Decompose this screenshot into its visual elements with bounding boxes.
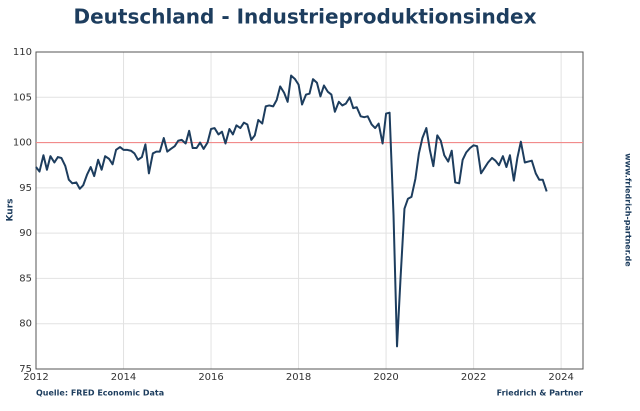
x-tick-label: 2016 [198, 372, 223, 383]
y-tick-label: 110 [13, 47, 32, 58]
source: Quelle: FRED Economic Data [36, 389, 164, 398]
x-tick-label: 2020 [373, 372, 398, 383]
y-tick-label: 80 [19, 319, 32, 330]
chart-title: Deutschland - Industrieproduktionsindex [73, 5, 536, 29]
y-tick-label: 75 [19, 364, 32, 375]
x-tick-label: 2012 [23, 372, 48, 383]
x-tick-label: 2018 [286, 372, 311, 383]
y-tick-label: 90 [19, 228, 32, 239]
x-tick-label: 2014 [111, 372, 136, 383]
x-tick-label: 2024 [548, 372, 573, 383]
y-tick-label: 100 [13, 138, 32, 149]
website: www.friedrich-partner.de [624, 153, 633, 267]
y-tick-label: 85 [19, 273, 32, 284]
x-tick-label: 2022 [461, 372, 486, 383]
data-line [35, 74, 548, 348]
author: Friedrich & Partner [497, 389, 583, 398]
plot-frame [35, 51, 584, 370]
y-tick-label: 105 [13, 92, 32, 103]
y-axis-label: Kurs [6, 198, 16, 221]
y-tick-label: 95 [19, 183, 32, 194]
